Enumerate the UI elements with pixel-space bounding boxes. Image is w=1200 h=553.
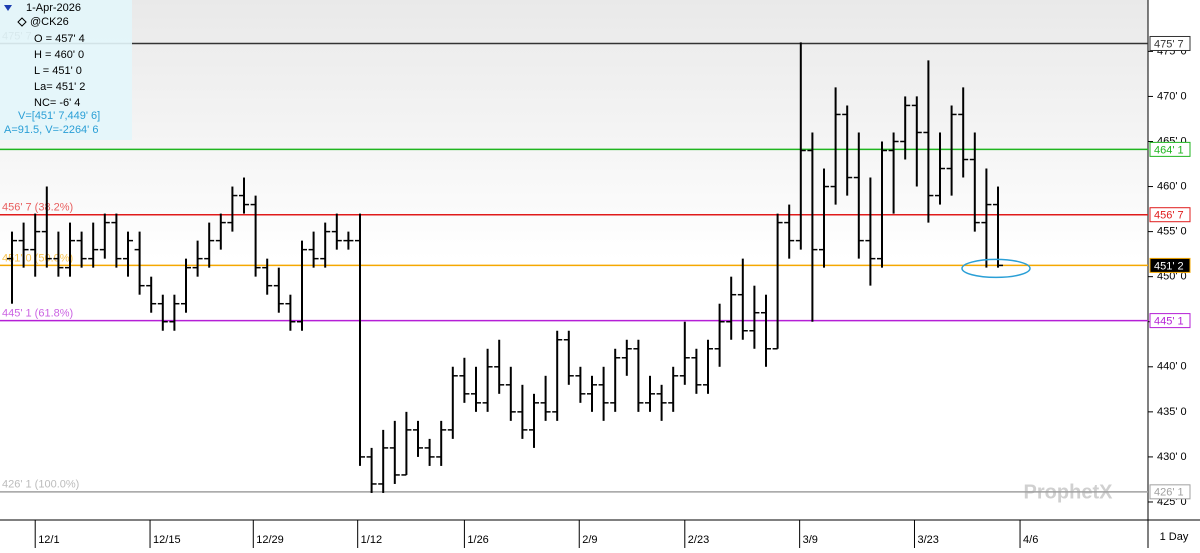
x-tick-label: 1/26 xyxy=(467,534,488,546)
info-line: H = 460' 0 xyxy=(34,49,84,61)
period-label: 1 Day xyxy=(1160,531,1189,543)
level-left-label: 426' 1 (100.0%) xyxy=(2,479,79,491)
level-tag-label: 445' 1 xyxy=(1154,316,1184,328)
level-tag xyxy=(1149,313,1191,329)
x-tick-label: 1/12 xyxy=(361,534,382,546)
level-tag xyxy=(1149,257,1191,273)
level-left-label: 451' 0 (50.0%) xyxy=(2,252,73,264)
level-left-label: 456' 7 (38.2%) xyxy=(2,202,73,214)
info-symbol: @CK26 xyxy=(30,16,69,28)
level-tag xyxy=(1149,207,1191,223)
level-tag xyxy=(1149,484,1191,500)
info-line: L = 451' 0 xyxy=(34,65,82,77)
level-tag xyxy=(1149,35,1191,51)
info-box-bg xyxy=(0,0,132,140)
x-tick-label: 12/1 xyxy=(38,534,59,546)
level-tag-label: 426' 1 xyxy=(1154,487,1184,499)
plot-background xyxy=(0,0,1148,520)
x-tick-label: 2/9 xyxy=(582,534,597,546)
info-study: A=91.5, V=-2264' 6 xyxy=(4,124,98,136)
x-tick-label: 12/29 xyxy=(256,534,284,546)
y-tick-label: 430' 0 xyxy=(1157,451,1187,463)
info-study: V=[451' 7,449' 6] xyxy=(18,110,100,122)
x-tick-label: 3/23 xyxy=(917,534,938,546)
y-tick-label: 440' 0 xyxy=(1157,361,1187,373)
info-line: NC= -6' 4 xyxy=(34,97,80,109)
icon-triangle xyxy=(4,5,12,11)
x-tick-label: 2/23 xyxy=(688,534,709,546)
y-tick-label: 460' 0 xyxy=(1157,180,1187,192)
info-box: 1-Apr-2026 @CK26 O = 457' 4 H = 460' 0 L = 4… xyxy=(0,0,132,140)
info-line: O = 457' 4 xyxy=(34,33,85,45)
y-tick-label: 470' 0 xyxy=(1157,90,1187,102)
x-tick-label: 3/9 xyxy=(803,534,818,546)
annotation-ellipse xyxy=(961,258,1031,279)
x-tick-label: 4/6 xyxy=(1023,534,1038,546)
level-tag-label: 456' 7 xyxy=(1154,210,1184,222)
level-tag-label: 451' 2 xyxy=(1154,260,1184,272)
y-tick-label: 450' 0 xyxy=(1157,271,1187,283)
info-line: La= 451' 2 xyxy=(34,81,85,93)
icon-diamond xyxy=(17,17,27,27)
y-tick-label: 435' 0 xyxy=(1157,406,1187,418)
level-tag xyxy=(1149,141,1191,157)
info-date: 1-Apr-2026 xyxy=(26,2,81,14)
level-tag-label: 475' 7 xyxy=(1154,38,1184,50)
level-left-label: 445' 1 (61.8%) xyxy=(2,308,73,320)
x-tick-label: 12/15 xyxy=(153,534,181,546)
y-tick-label: 455' 0 xyxy=(1157,226,1187,238)
level-tag-label: 464' 1 xyxy=(1154,144,1184,156)
